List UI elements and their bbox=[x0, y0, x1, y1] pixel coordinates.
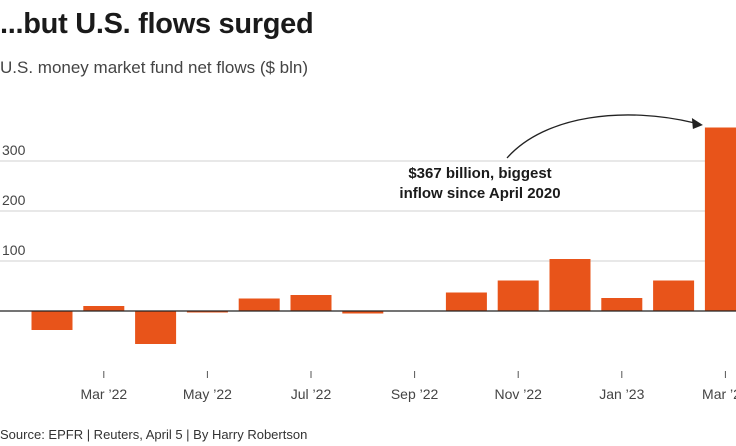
bars bbox=[31, 127, 736, 344]
x-tick-label: Mar ’22 bbox=[80, 386, 127, 402]
y-tick-label: 300 bbox=[2, 142, 26, 158]
bar bbox=[497, 280, 539, 311]
chart-title: ...but U.S. flows surged bbox=[0, 8, 314, 40]
y-tick-label: 100 bbox=[2, 242, 26, 258]
x-tick-label: May ’22 bbox=[183, 386, 232, 402]
x-tick-label: Nov ’22 bbox=[494, 386, 542, 402]
gridlines: 100 200 300 bbox=[0, 142, 736, 262]
bar bbox=[704, 127, 736, 311]
bar bbox=[549, 259, 591, 311]
y-tick-label: 200 bbox=[2, 192, 26, 208]
source-note: Source: EPFR | Reuters, April 5 | By Har… bbox=[0, 427, 308, 442]
annotation-text: $367 billion, biggest bbox=[408, 165, 551, 182]
bar bbox=[653, 280, 695, 311]
annotation-arrow bbox=[506, 114, 696, 159]
bar bbox=[445, 292, 487, 311]
bar bbox=[238, 298, 280, 311]
bar bbox=[186, 311, 228, 313]
bar-chart: 100 200 300 Mar ’22 May ’22 Jul ’22 Sep ’22 No… bbox=[0, 114, 736, 402]
x-tick-label: Mar ’23 bbox=[702, 386, 736, 402]
annotation: $367 billion, biggest inflow since April … bbox=[399, 114, 703, 202]
x-tick-label: Jul ’22 bbox=[291, 386, 332, 402]
bar bbox=[31, 311, 73, 330]
arrow-head bbox=[691, 118, 703, 129]
annotation-text: inflow since April 2020 bbox=[399, 185, 560, 202]
x-axis: Mar ’22 May ’22 Jul ’22 Sep ’22 Nov ’22 Jan ’… bbox=[80, 371, 736, 402]
bar bbox=[601, 298, 643, 311]
chart-subtitle: U.S. money market fund net flows ($ bln) bbox=[0, 58, 309, 77]
bar bbox=[135, 311, 177, 344]
bar bbox=[290, 295, 332, 311]
x-tick-label: Sep ’22 bbox=[391, 386, 439, 402]
x-tick-label: Jan ’23 bbox=[599, 386, 644, 402]
bar bbox=[83, 306, 125, 311]
bar bbox=[342, 311, 384, 314]
